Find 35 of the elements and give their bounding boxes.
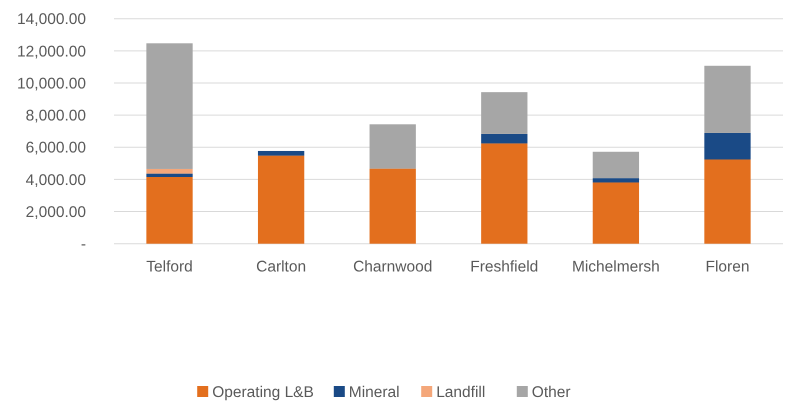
x-tick-label: Freshfield xyxy=(470,258,538,276)
y-tick-label: 2,000.00 xyxy=(26,204,86,221)
x-tick-label: Carlton xyxy=(256,258,306,276)
y-tick-label: - xyxy=(80,236,86,254)
bar xyxy=(146,43,193,169)
bar xyxy=(258,156,304,244)
y-tick-label: 12,000.00 xyxy=(17,43,86,60)
legend-label: Mineral xyxy=(348,384,400,401)
bar xyxy=(146,177,193,244)
bar xyxy=(481,92,528,134)
bar xyxy=(704,159,751,244)
y-tick-label: 14,000.00 xyxy=(17,11,86,28)
x-tick-label: Floren xyxy=(706,258,750,276)
x-tick-label: Michelmersh xyxy=(572,258,660,276)
bar xyxy=(592,182,640,244)
y-tick-label: 4,000.00 xyxy=(26,172,86,189)
bar xyxy=(481,143,528,244)
bar xyxy=(370,168,416,244)
bar xyxy=(146,174,193,178)
legend-label: Landfill xyxy=(436,384,486,401)
y-tick-label: 10,000.00 xyxy=(17,75,86,92)
legend-label: Operating L&B xyxy=(212,384,314,401)
bar xyxy=(704,66,751,133)
bar xyxy=(704,132,751,160)
bar xyxy=(592,152,640,178)
bar xyxy=(258,150,304,156)
bar xyxy=(481,134,528,144)
bar xyxy=(146,168,193,174)
bar xyxy=(370,124,416,169)
x-tick-label: Charnwood xyxy=(353,258,432,276)
y-tick-label: 6,000.00 xyxy=(26,140,86,157)
legend-label: Other xyxy=(532,384,571,401)
x-tick-label: Telford xyxy=(146,258,193,276)
bar xyxy=(592,178,640,182)
y-tick-label: 8,000.00 xyxy=(26,108,86,125)
